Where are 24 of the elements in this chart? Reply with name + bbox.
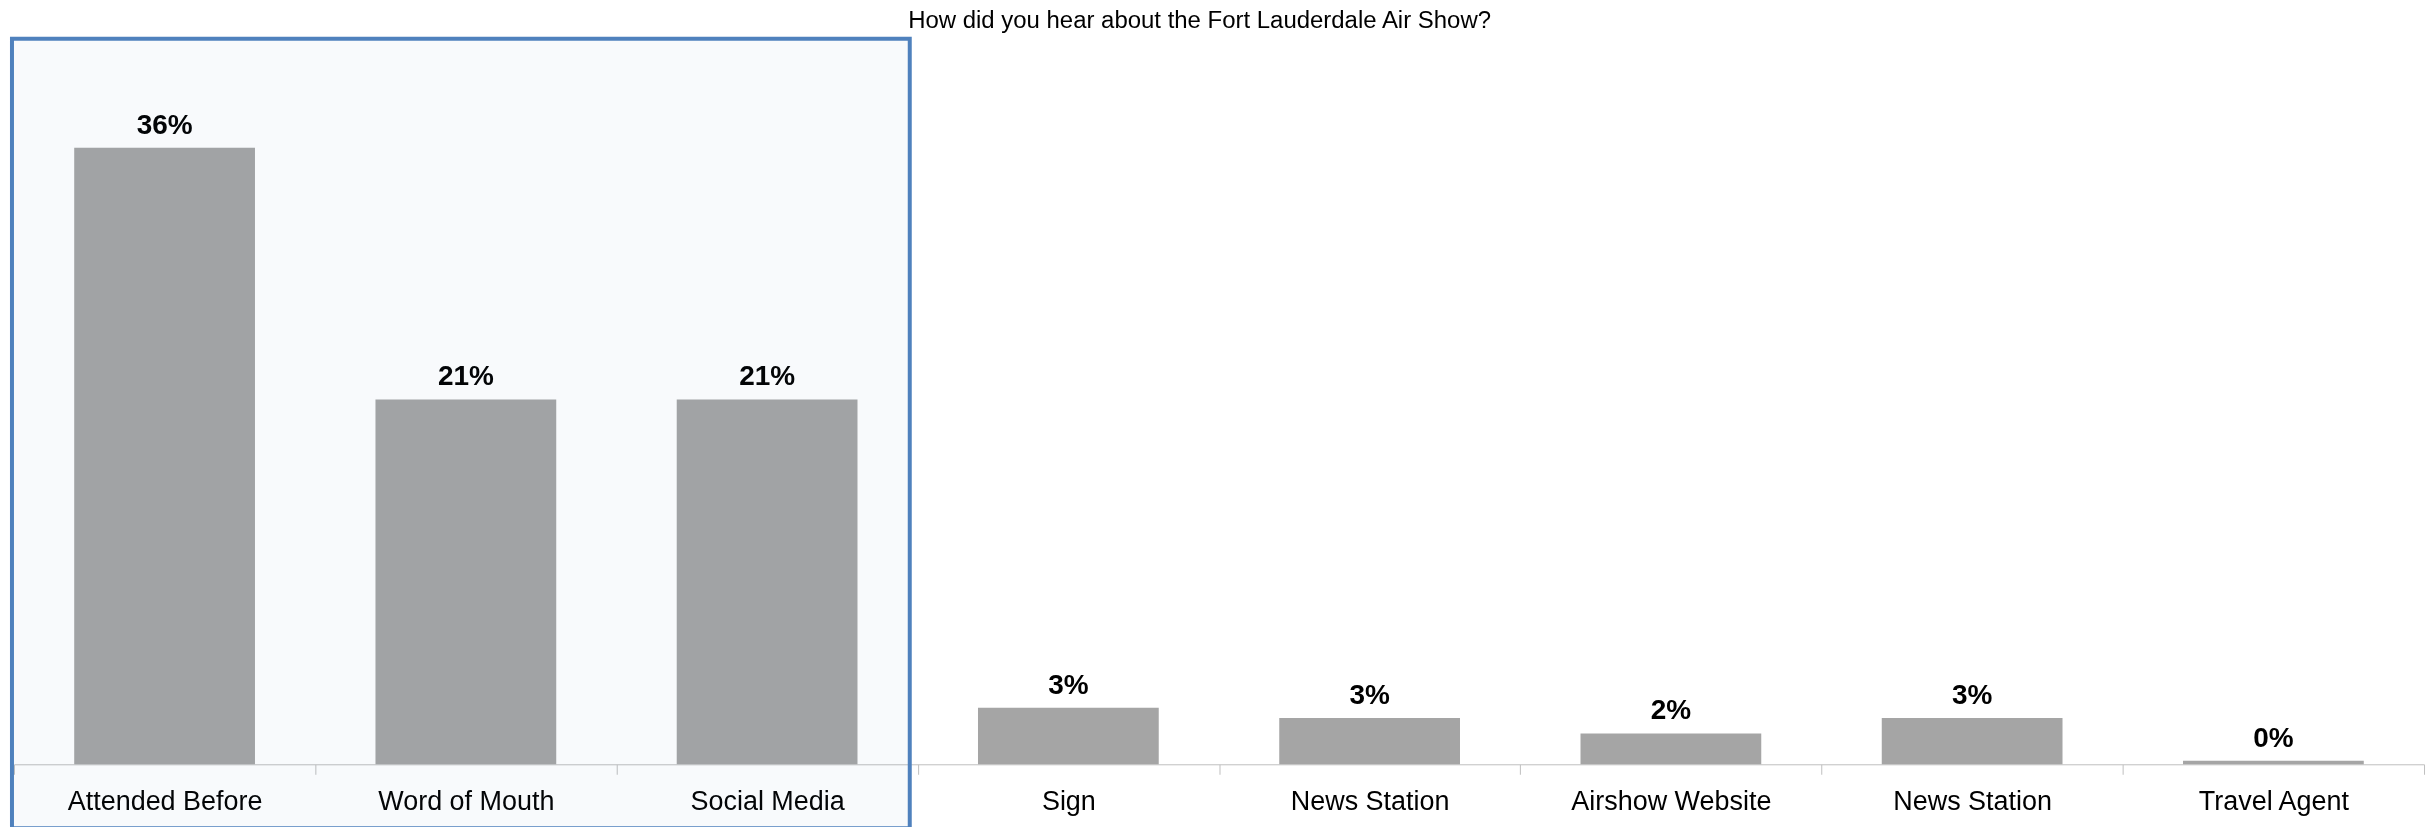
- bar: [375, 399, 557, 765]
- data-label: 36%: [136, 108, 193, 140]
- data-label: 0%: [2253, 721, 2294, 753]
- data-label: 3%: [1951, 679, 1993, 711]
- x-tick-label: Travel Agent: [2198, 785, 2350, 816]
- bar: [1279, 718, 1460, 765]
- x-tick-label: News Station: [1893, 785, 2052, 816]
- data-label: 21%: [437, 360, 494, 392]
- x-tick-label: Airshow Website: [1571, 785, 1772, 816]
- bar: [676, 399, 858, 765]
- data-label: 2%: [1650, 694, 1692, 726]
- bar: [977, 707, 1159, 765]
- bar: [1881, 718, 2063, 765]
- bar: [1580, 733, 1762, 765]
- x-tick-label: Social Media: [690, 785, 845, 816]
- x-tick-label: Word of Mouth: [378, 785, 555, 816]
- x-tick-label: Sign: [1041, 785, 1096, 816]
- data-label: 21%: [739, 360, 796, 392]
- x-tick-label: News Station: [1290, 785, 1450, 816]
- chart-title: How did you hear about the Fort Lauderdale Air Show?: [908, 5, 1491, 33]
- bar: [74, 147, 255, 765]
- x-tick-label: Attended Before: [67, 785, 263, 816]
- data-label: 3%: [1048, 668, 1089, 700]
- data-label: 3%: [1349, 679, 1390, 711]
